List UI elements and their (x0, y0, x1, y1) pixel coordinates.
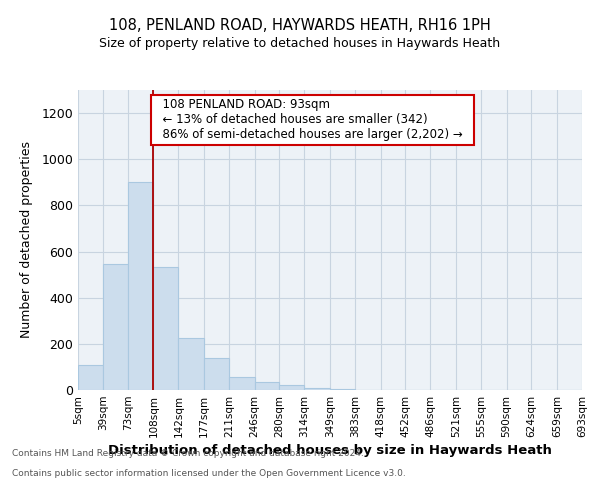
Bar (229, 378, 254, 390)
Bar (330, 389, 355, 390)
Bar (128, 182, 154, 390)
Bar (204, 358, 229, 390)
Y-axis label: Number of detached properties: Number of detached properties (20, 142, 33, 338)
Bar (78, 364, 103, 390)
X-axis label: Distribution of detached houses by size in Haywards Heath: Distribution of detached houses by size … (108, 444, 552, 457)
Text: Contains public sector information licensed under the Open Government Licence v3: Contains public sector information licen… (12, 468, 406, 477)
Bar (304, 388, 330, 390)
Text: Size of property relative to detached houses in Haywards Heath: Size of property relative to detached ho… (100, 38, 500, 51)
Text: 108, PENLAND ROAD, HAYWARDS HEATH, RH16 1PH: 108, PENLAND ROAD, HAYWARDS HEATH, RH16 … (109, 18, 491, 32)
Bar (103, 264, 128, 390)
Bar (154, 266, 178, 390)
Bar (178, 338, 204, 390)
Text: 108 PENLAND ROAD: 93sqm  
  ← 13% of detached houses are smaller (342)  
  86% o: 108 PENLAND ROAD: 93sqm ← 13% of detache… (155, 98, 470, 141)
Bar (280, 386, 304, 390)
Bar (254, 382, 280, 390)
Text: Contains HM Land Registry data © Crown copyright and database right 2024.: Contains HM Land Registry data © Crown c… (12, 448, 364, 458)
